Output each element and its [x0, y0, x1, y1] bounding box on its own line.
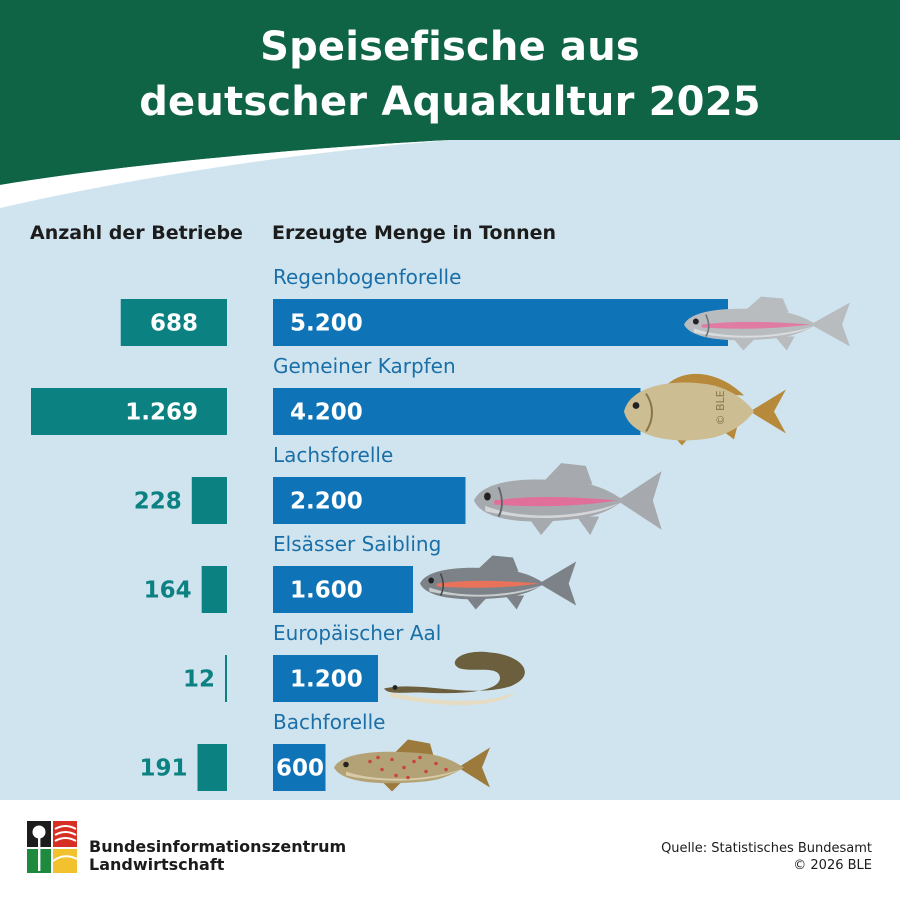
category-label: Bachforelle	[273, 710, 385, 734]
watermark-text: © BLE	[714, 390, 727, 425]
menge-bar	[273, 388, 641, 435]
menge-bar	[273, 744, 326, 791]
betriebe-value-label: 12	[183, 667, 215, 693]
eel-body	[384, 651, 525, 706]
category-label: Gemeiner Karpfen	[273, 354, 456, 378]
title-line-2: deutscher Aquakultur 2025	[139, 79, 761, 125]
carp-icon: © BLE	[624, 373, 786, 446]
menge-value-label: 1.600	[290, 578, 363, 604]
menge-value-label: 2.200	[290, 489, 363, 515]
org-name-line-2: Landwirtschaft	[89, 855, 225, 874]
menge-bar	[273, 477, 466, 524]
fish-row: Bachforelle 191 600	[139, 710, 490, 792]
betriebe-value-label: 1.269	[125, 400, 198, 426]
category-label: Lachsforelle	[273, 443, 393, 467]
menge-value-label: 4.200	[290, 400, 363, 426]
category-label: Regenbogenforelle	[273, 265, 461, 289]
fish-row: Elsässer Saibling 164 1.600	[144, 532, 577, 613]
header-banner	[0, 0, 900, 208]
eel-icon	[384, 651, 525, 706]
fish-row: Regenbogenforelle 688 5.200	[120, 265, 851, 351]
betriebe-value-label: 688	[150, 311, 198, 337]
fish-row: Lachsforelle 228 2.200	[134, 443, 662, 536]
title-line-1: Speisefische aus	[260, 24, 640, 70]
menge-value-label: 1.200	[290, 667, 363, 693]
bzl-logo-icon	[27, 821, 77, 873]
category-label: Elsässer Saibling	[273, 532, 441, 556]
salmon-trout-icon	[474, 463, 662, 536]
fish-row: Europäischer Aal 12 1.200	[183, 621, 525, 706]
betriebe-bar	[197, 744, 227, 791]
betriebe-value-label: 228	[134, 489, 182, 515]
betriebe-bar	[201, 566, 227, 613]
org-name-line-1: Bundesinformationszentrum	[89, 837, 347, 856]
right-axis-label: Erzeugte Menge in Tonnen	[272, 222, 557, 244]
brown-trout-icon	[334, 739, 490, 792]
header-swoosh	[0, 140, 450, 208]
footer: Bundesinformationszentrum Landwirtschaft…	[0, 800, 900, 900]
betriebe-bar	[225, 655, 227, 702]
betriebe-bar	[31, 388, 227, 435]
bar-chart: Regenbogenforelle 688 5.200 Gemeiner Karpfe…	[31, 265, 851, 792]
copyright-text: © 2026 BLE	[793, 858, 872, 873]
source-text: Quelle: Statistisches Bundesamt	[661, 841, 872, 856]
betriebe-bar	[191, 477, 227, 524]
left-axis-label: Anzahl der Betriebe	[30, 222, 243, 244]
rainbow-trout-icon	[684, 296, 851, 351]
menge-bar	[273, 655, 378, 702]
menge-value-label: 5.200	[290, 311, 363, 337]
betriebe-value-label: 191	[139, 756, 187, 782]
betriebe-value-label: 164	[144, 578, 192, 604]
menge-bar	[273, 566, 413, 613]
header-green	[0, 0, 900, 185]
char-icon	[420, 555, 577, 610]
fish-row: Gemeiner Karpfen 1.269 4.200 © BLE	[31, 354, 786, 446]
category-label: Europäischer Aal	[273, 621, 441, 645]
betriebe-bar	[120, 299, 227, 346]
menge-bar	[273, 299, 728, 346]
menge-value-label: 600	[276, 756, 324, 782]
